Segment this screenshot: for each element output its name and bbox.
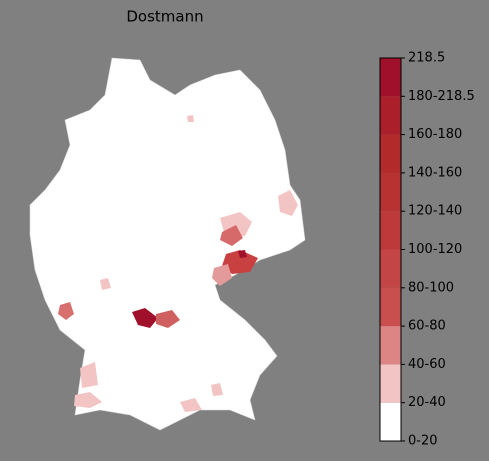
district-dark xyxy=(132,308,158,328)
colorbar-label: 160-180 xyxy=(408,127,462,142)
district-pink xyxy=(180,398,202,412)
district-pink xyxy=(211,383,223,396)
district-pink xyxy=(100,278,111,290)
colorbar-label: 120-140 xyxy=(408,204,462,219)
colorbar-label: 140-160 xyxy=(408,165,462,180)
district-red xyxy=(156,310,180,328)
map-title: Dostmann xyxy=(126,8,203,26)
colorbar-band xyxy=(380,287,401,327)
district-dark xyxy=(238,250,247,258)
colorbar-band xyxy=(380,172,401,212)
colorbar-label: 60-80 xyxy=(408,319,446,334)
colorbar-label: 180-218.5 xyxy=(408,89,475,104)
colorbar-band xyxy=(380,134,401,173)
district-pink xyxy=(80,362,98,388)
district-pink xyxy=(187,115,194,122)
district-pink xyxy=(278,190,298,216)
colorbar-band xyxy=(380,364,401,403)
colorbar-label: 40-60 xyxy=(408,357,446,372)
colorbar-band xyxy=(380,96,401,135)
district-pink xyxy=(212,264,232,286)
colorbar-label: 20-40 xyxy=(408,395,446,410)
colorbar-band xyxy=(380,58,401,97)
colorbar-label: 100-120 xyxy=(408,242,462,257)
colorbar-label: 218.5 xyxy=(408,51,445,66)
colorbar-band xyxy=(380,326,401,365)
country-outline xyxy=(29,57,306,431)
colorbar-label: 0-20 xyxy=(408,434,438,449)
district-red xyxy=(220,225,243,246)
colorbar-band xyxy=(380,211,401,250)
district-pink xyxy=(74,392,102,408)
colorbar-band xyxy=(380,402,401,441)
colorbar: 0-20 20-40 40-60 60-80 80-100 100-120 120-140 1… xyxy=(379,51,475,449)
district-red xyxy=(222,250,258,274)
colorbar-band xyxy=(380,249,401,288)
colorbar-label: 80-100 xyxy=(408,280,454,295)
district-red xyxy=(58,302,74,320)
germany-map xyxy=(29,57,306,431)
